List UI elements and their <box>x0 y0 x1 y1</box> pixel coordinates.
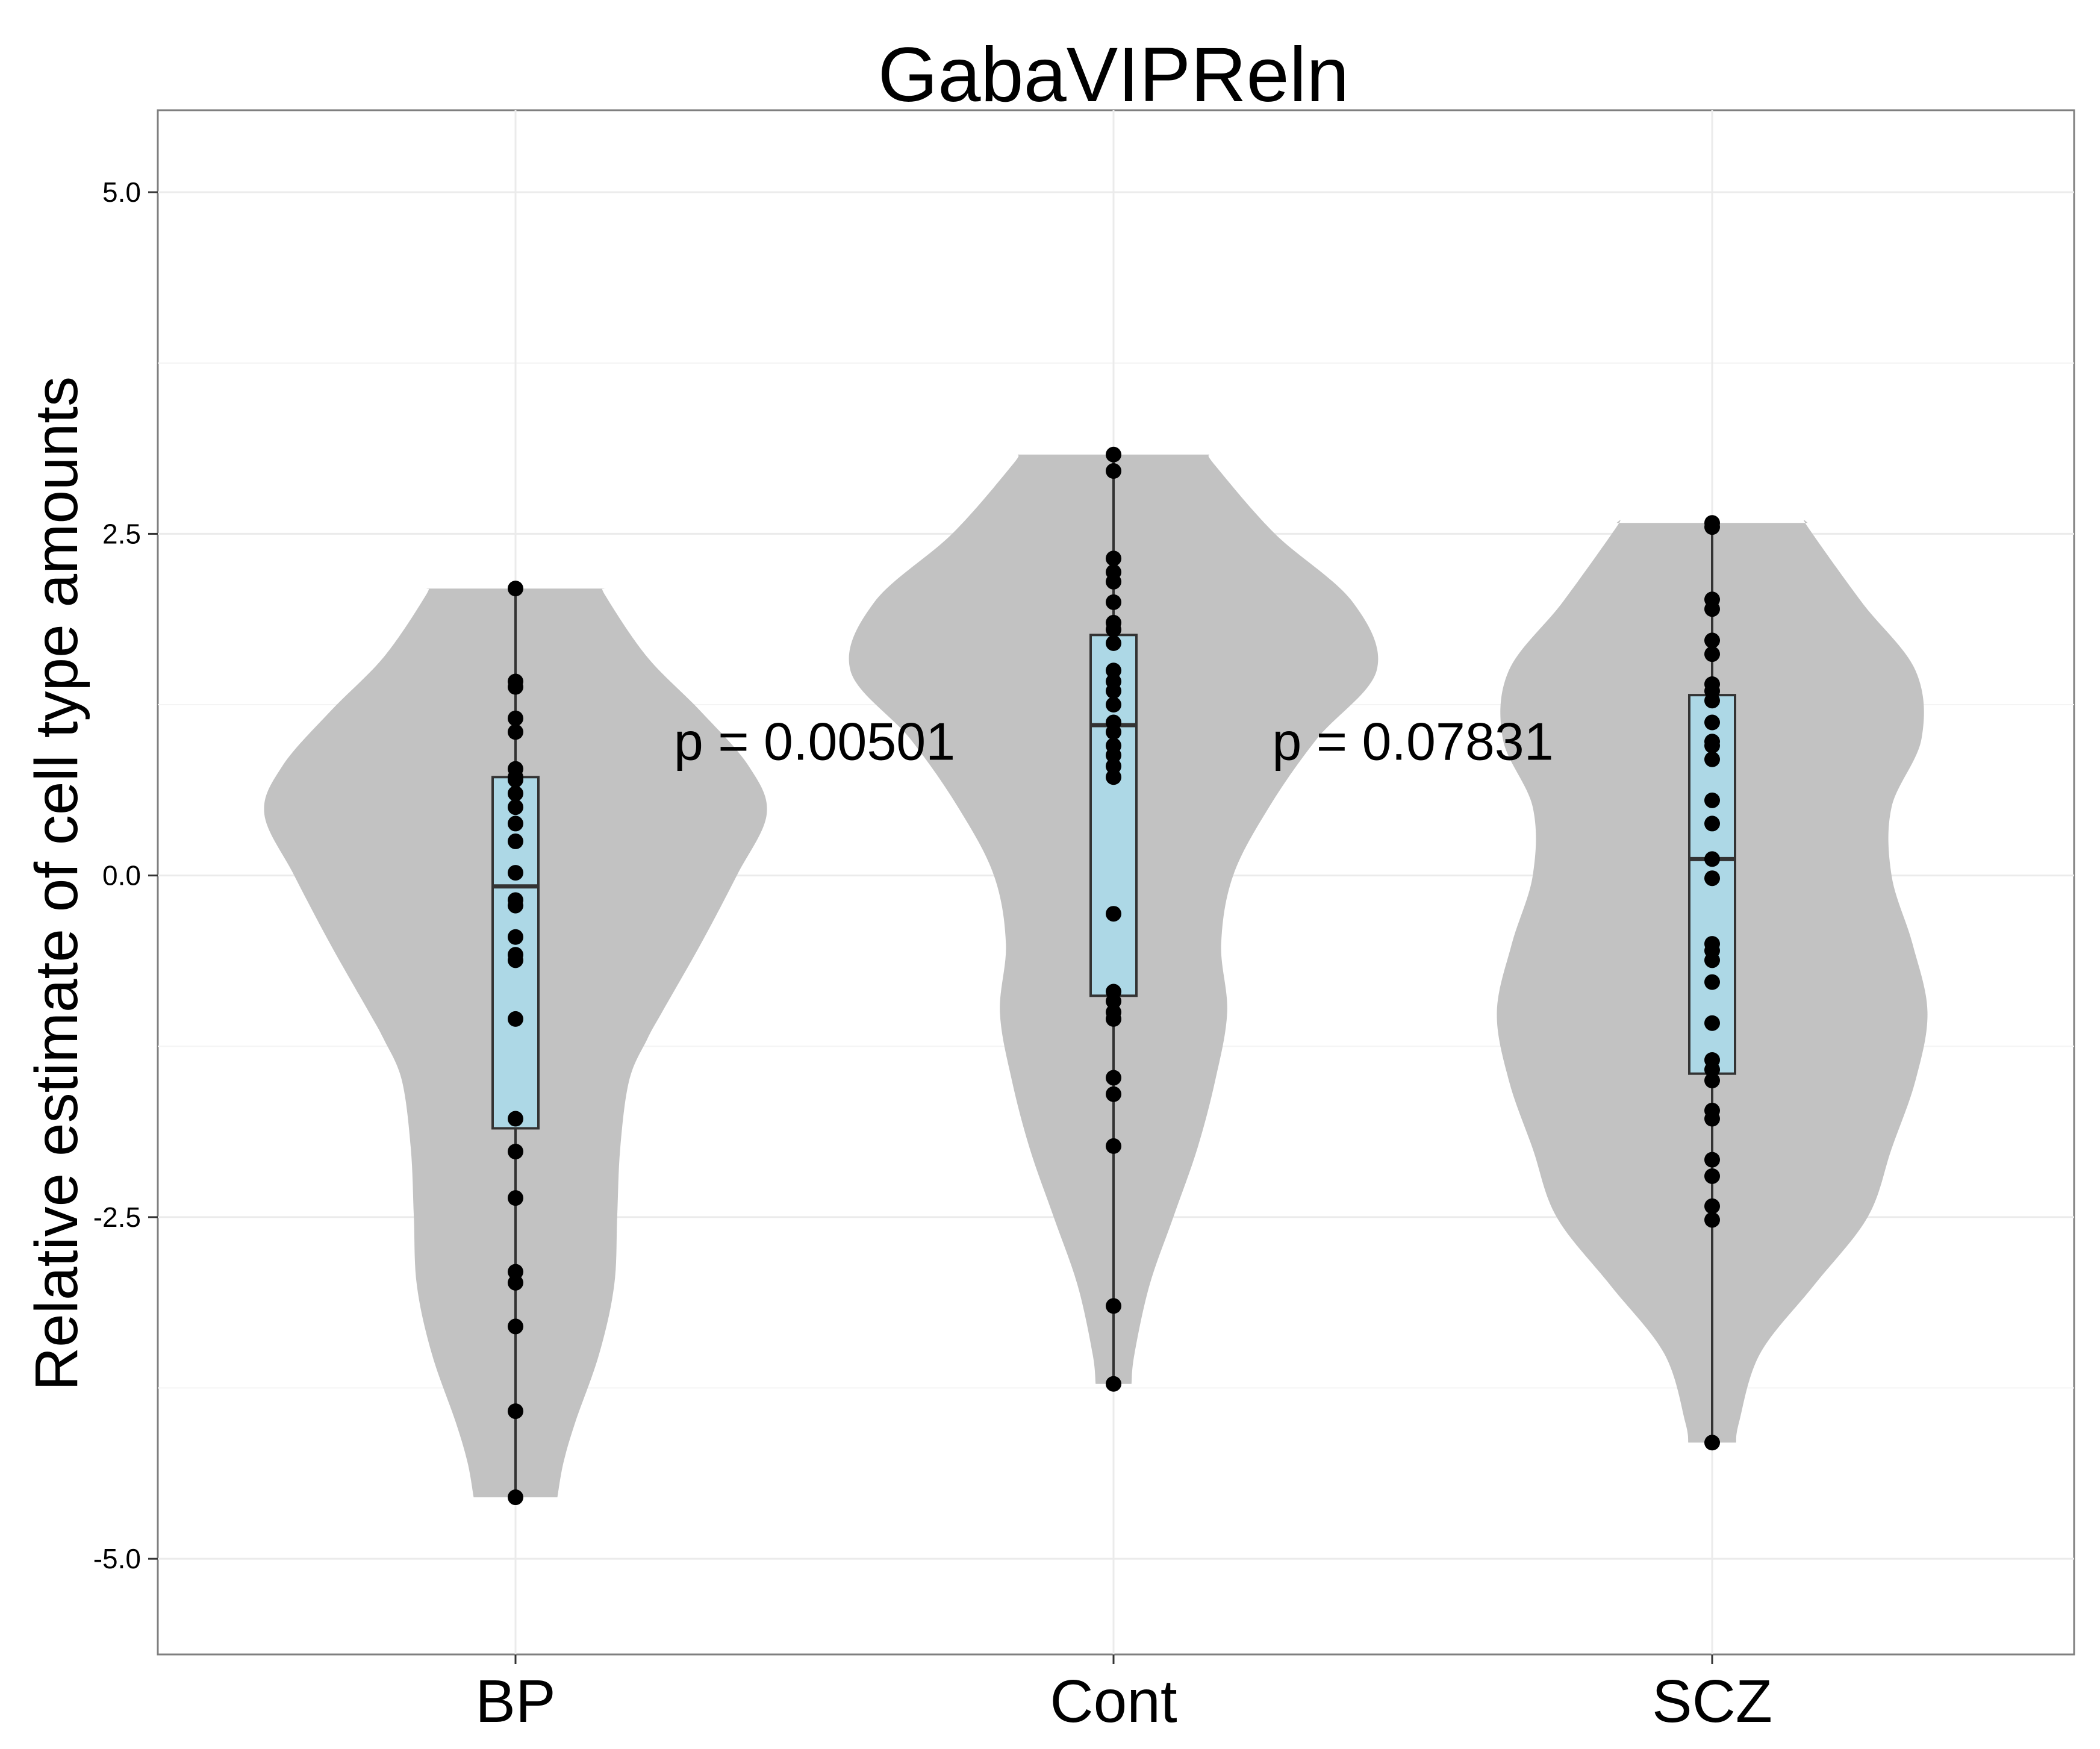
data-point <box>508 1318 523 1335</box>
data-point <box>1106 993 1121 1009</box>
data-point <box>1704 1212 1720 1228</box>
data-point <box>1704 815 1720 832</box>
chart-title: GabaVIPReln <box>878 32 1350 118</box>
data-point <box>1106 683 1121 699</box>
data-point <box>1106 1376 1121 1392</box>
p-value-annotation: p = 0.07831 <box>1272 711 1553 771</box>
data-point <box>1106 594 1121 610</box>
y-tick-label: 0.0 <box>102 860 141 891</box>
data-point <box>1704 1435 1720 1451</box>
data-points <box>508 446 1720 1506</box>
data-point <box>1704 851 1720 867</box>
data-point <box>1704 1073 1720 1089</box>
data-point <box>508 952 523 968</box>
x-tick-label: BP <box>475 1668 555 1735</box>
data-point <box>1106 635 1121 651</box>
data-point <box>1106 724 1121 740</box>
data-point <box>1704 601 1720 617</box>
data-point <box>1704 646 1720 662</box>
data-point <box>1106 662 1121 679</box>
data-point <box>1704 693 1720 709</box>
data-point <box>508 1143 523 1159</box>
data-point <box>1106 1070 1121 1086</box>
data-point <box>1704 974 1720 990</box>
data-point <box>508 897 523 914</box>
y-tick-label: -5.0 <box>93 1543 141 1574</box>
x-axis: BP Cont SCZ <box>475 1654 1772 1735</box>
data-point <box>1106 446 1121 463</box>
data-point <box>1106 906 1121 922</box>
data-point <box>1704 1111 1720 1127</box>
data-point <box>508 833 523 849</box>
data-point <box>508 581 523 597</box>
data-point <box>1704 738 1720 754</box>
data-point <box>508 710 523 726</box>
data-point <box>1106 573 1121 590</box>
data-point <box>1106 1011 1121 1027</box>
data-point <box>508 1403 523 1420</box>
y-tick-label: -2.5 <box>93 1202 141 1233</box>
data-point <box>1106 758 1121 775</box>
data-point <box>1704 870 1720 887</box>
data-point <box>1106 622 1121 638</box>
data-point <box>508 1489 523 1506</box>
data-point <box>1704 952 1720 968</box>
data-point <box>1704 751 1720 767</box>
data-point <box>1704 632 1720 649</box>
data-point <box>1704 1168 1720 1184</box>
data-point <box>1704 1061 1720 1077</box>
data-point <box>1704 1198 1720 1214</box>
data-point <box>508 929 523 945</box>
data-point <box>508 1111 523 1127</box>
data-point <box>508 772 523 788</box>
data-point <box>508 1274 523 1291</box>
data-point <box>508 724 523 740</box>
data-point <box>1704 714 1720 731</box>
data-point <box>1106 463 1121 479</box>
p-value-annotation: p = 0.00501 <box>674 711 955 771</box>
data-point <box>1106 769 1121 785</box>
y-axis-label: Relative estimate of cell type amounts <box>23 376 90 1391</box>
data-point <box>508 785 523 802</box>
data-point <box>1106 747 1121 763</box>
data-point <box>1704 1015 1720 1031</box>
data-point <box>508 1264 523 1280</box>
data-point <box>1704 519 1720 535</box>
y-tick-label: 5.0 <box>102 176 141 208</box>
annotations: p = 0.00501 p = 0.07831 <box>674 711 1554 771</box>
x-tick-label: SCZ <box>1652 1668 1772 1735</box>
data-point <box>1106 1086 1121 1102</box>
data-point <box>508 1011 523 1027</box>
data-point <box>1106 697 1121 713</box>
x-tick-label: Cont <box>1050 1668 1177 1735</box>
data-point <box>1704 792 1720 808</box>
data-point <box>1704 1152 1720 1168</box>
data-point <box>1106 1138 1121 1154</box>
data-point <box>508 815 523 832</box>
y-axis: 5.0 2.5 0.0 -2.5 -5.0 <box>93 176 158 1574</box>
data-point <box>1106 1298 1121 1314</box>
data-point <box>508 679 523 695</box>
data-point <box>1106 550 1121 567</box>
data-point <box>508 865 523 881</box>
data-point <box>508 1190 523 1206</box>
data-point <box>508 799 523 815</box>
y-tick-label: 2.5 <box>102 518 141 549</box>
